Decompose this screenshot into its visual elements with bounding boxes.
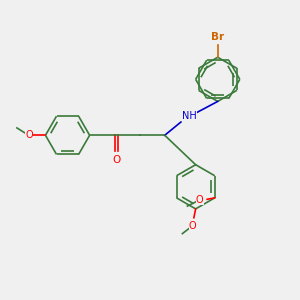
Text: O: O <box>189 221 196 231</box>
Text: O: O <box>112 155 120 165</box>
Text: O: O <box>196 195 204 205</box>
Text: Br: Br <box>211 32 224 42</box>
Text: O: O <box>26 130 33 140</box>
Text: NH: NH <box>182 111 197 121</box>
